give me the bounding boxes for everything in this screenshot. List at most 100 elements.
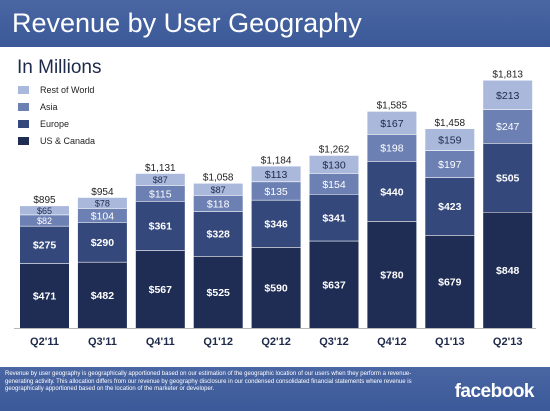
data-label: $198: [380, 143, 404, 155]
total-label: $1,458: [435, 118, 466, 129]
bar-segment-us-canada: [251, 247, 301, 328]
data-label: $113: [265, 169, 288, 181]
bar-segment-europe: [483, 143, 533, 213]
total-label: $1,058: [203, 173, 234, 184]
x-tick-label: Q2'12: [261, 336, 291, 348]
chart-subtitle: In Millions: [17, 57, 102, 78]
data-label: $525: [207, 287, 231, 299]
bar-segment-europe: [425, 177, 475, 236]
legend-label-rest-of-world: Rest of World: [40, 85, 95, 95]
legend-label-asia: Asia: [40, 102, 58, 112]
legend-label-europe: Europe: [40, 119, 70, 129]
data-label: $328: [207, 229, 231, 241]
bar-segment-rest-of-world: [77, 197, 127, 209]
total-label: $1,585: [377, 101, 408, 112]
legend-swatch-europe: [18, 120, 29, 128]
bar-segment-europe: [77, 222, 127, 263]
bar-segment-rest-of-world: [309, 155, 359, 174]
x-tick-label: Q1'13: [435, 336, 465, 348]
data-label: $87: [153, 175, 168, 185]
data-label: $154: [322, 179, 346, 191]
data-label: $213: [496, 90, 520, 102]
legend-label-us-canada: US & Canada: [40, 136, 96, 146]
bar-segment-us-canada: [425, 235, 475, 328]
bar-segment-us-canada: [20, 263, 69, 328]
bar-segment-us-canada: [135, 250, 185, 328]
bar-segment-asia: [193, 195, 243, 212]
data-label: $780: [380, 270, 404, 282]
data-label: $590: [264, 283, 288, 295]
bar-segment-asia: [367, 134, 417, 162]
bar-segment-asia: [20, 214, 69, 227]
data-label: $423: [438, 201, 462, 213]
data-label: $82: [37, 216, 52, 226]
total-label: $954: [91, 187, 114, 198]
bar-segment-rest-of-world: [251, 166, 301, 182]
facebook-logo: facebook: [454, 381, 535, 402]
legend-swatch-rest-of-world: [18, 86, 29, 94]
bar-segment-rest-of-world: [367, 111, 417, 135]
data-label: $135: [264, 186, 288, 198]
x-tick-label: Q4'12: [377, 336, 407, 348]
bar-segment-asia: [135, 185, 185, 202]
legend-swatch-us-canada: [18, 137, 29, 145]
footnote: Revenue by user geography is geographica…: [5, 371, 412, 392]
bar-segment-europe: [309, 194, 359, 242]
data-label: $341: [322, 213, 346, 225]
bar-segment-rest-of-world: [483, 80, 533, 110]
x-tick-label: Q2'11: [30, 336, 59, 348]
data-label: $482: [91, 290, 115, 302]
bar-segment-asia: [251, 181, 301, 201]
bar-segment-us-canada: [309, 241, 359, 328]
x-tick-label: Q3'11: [88, 336, 117, 348]
total-label: $1,184: [261, 155, 292, 166]
data-label: $115: [149, 188, 172, 200]
data-label: $87: [211, 185, 226, 195]
data-label: $471: [33, 291, 57, 303]
data-label: $440: [380, 186, 404, 198]
total-label: $1,813: [492, 70, 523, 81]
bar-segment-asia: [425, 150, 475, 178]
bar-segment-europe: [367, 161, 417, 222]
data-label: $78: [95, 198, 110, 208]
x-tick-label: Q3'12: [319, 336, 349, 348]
data-label: $104: [91, 210, 115, 222]
bar-segment-europe: [20, 226, 69, 264]
bar-segment-rest-of-world: [425, 128, 475, 151]
chart-title: Revenue by User Geography: [12, 8, 362, 38]
data-label: $679: [438, 276, 462, 288]
data-label: $848: [496, 265, 520, 277]
x-tick-label: Q2'13: [493, 336, 523, 348]
bar-segment-us-canada: [367, 221, 417, 328]
data-label: $275: [33, 240, 57, 252]
total-label: $1,262: [319, 145, 350, 156]
bar-segment-asia: [309, 173, 359, 195]
bar-segment-us-canada: [77, 262, 127, 328]
bar-segment-europe: [251, 200, 301, 248]
bar-segment-asia: [483, 109, 533, 144]
header-bar: Revenue by User Geography: [0, 0, 550, 47]
total-label: $895: [33, 195, 56, 206]
bar-segment-rest-of-world: [193, 183, 243, 196]
x-tick-label: Q4'11: [146, 336, 175, 348]
data-label: $346: [264, 219, 288, 231]
data-label: $159: [438, 135, 462, 147]
data-label: $197: [438, 159, 462, 171]
bar-segment-asia: [77, 208, 127, 223]
data-label: $118: [207, 198, 230, 210]
data-label: $65: [37, 206, 52, 216]
legend-swatch-asia: [18, 103, 29, 111]
total-label: $1,131: [145, 163, 176, 174]
stacked-bar-chart: $471 $275 $82$65$895 Q2'11 $482 $290 $104 $78$9…: [14, 70, 536, 348]
footer-bar: Revenue by user geography is geographica…: [0, 367, 550, 411]
data-label: $637: [322, 279, 346, 291]
x-tick-label: Q1'12: [203, 336, 233, 348]
data-label: $167: [380, 118, 404, 130]
bar-segment-rest-of-world: [20, 206, 69, 215]
bar-segment-us-canada: [483, 212, 533, 328]
bar-segment-europe: [135, 201, 185, 251]
data-label: $130: [322, 159, 346, 171]
bar-segment-europe: [193, 211, 243, 257]
data-label: $290: [91, 237, 115, 249]
data-label: $567: [149, 284, 173, 296]
